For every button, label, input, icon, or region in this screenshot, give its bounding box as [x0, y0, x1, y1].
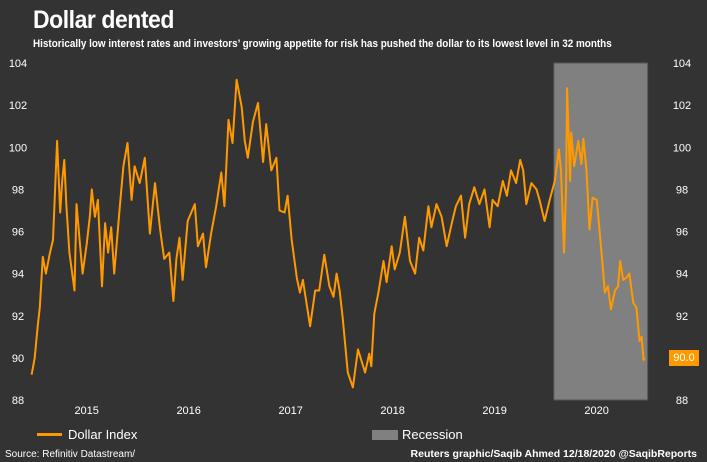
chart-subtitle: Historically low interest rates and inve… — [33, 38, 612, 50]
y-tick-label-left: 100 — [9, 142, 27, 154]
y-tick-label-left: 92 — [12, 311, 24, 323]
grey-box-swatch-icon — [372, 429, 398, 440]
recession-shading — [553, 62, 649, 401]
credit-note: Reuters graphic/Saqib Ahmed 12/18/2020 @… — [410, 448, 697, 460]
y-tick-label-left: 104 — [9, 58, 27, 70]
legend-label: Dollar Index — [68, 427, 138, 442]
y-tick-label-right: 88 — [676, 395, 688, 407]
legend-dollar-index: Dollar Index — [37, 427, 137, 442]
x-tick-label: 2017 — [278, 405, 302, 417]
y-tick-label-right: 92 — [676, 311, 688, 323]
y-tick-label-right: 96 — [676, 227, 688, 239]
x-tick-label: 2015 — [74, 405, 98, 417]
y-tick-label-left: 98 — [12, 184, 24, 196]
y-tick-label-right: 100 — [673, 142, 691, 154]
orange-line-swatch-icon — [37, 433, 62, 436]
y-tick-label-right: 104 — [673, 58, 691, 70]
legend-recession: Recession — [372, 427, 463, 442]
y-tick-label-left: 90 — [12, 353, 24, 365]
x-tick-label: 2016 — [176, 405, 200, 417]
y-tick-label-left: 102 — [9, 100, 27, 112]
y-tick-label-right: 94 — [676, 269, 688, 281]
y-tick-label-right: 98 — [676, 184, 688, 196]
x-tick-label: 2018 — [380, 405, 404, 417]
chart-title: Dollar dented — [33, 6, 174, 34]
legend-label: Recession — [402, 427, 463, 442]
y-tick-label-right: 102 — [673, 100, 691, 112]
y-tick-label-left: 94 — [12, 269, 24, 281]
x-tick-label: 2020 — [584, 405, 608, 417]
source-note: Source: Refinitiv Datastream/ — [5, 449, 136, 460]
dollar-index-line — [30, 78, 646, 389]
y-tick-label-left: 96 — [12, 227, 24, 239]
last-value-badge: 90.0 — [669, 350, 699, 366]
y-tick-label-left: 88 — [12, 395, 24, 407]
x-tick-label: 2019 — [482, 405, 506, 417]
